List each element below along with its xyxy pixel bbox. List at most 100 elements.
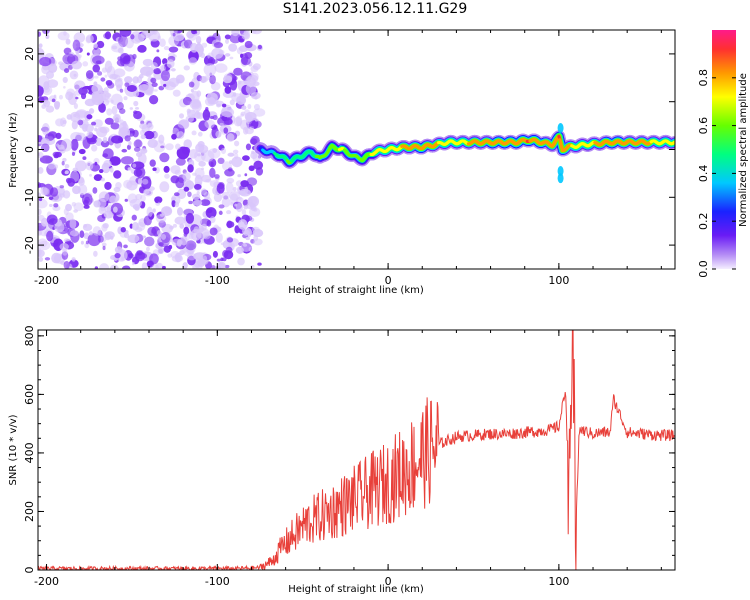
noise-blob — [111, 135, 123, 144]
noise-blob — [172, 223, 177, 228]
snr-series-line — [38, 330, 675, 570]
noise-blob — [201, 174, 212, 183]
noise-blob — [79, 230, 85, 238]
noise-blob — [146, 206, 153, 218]
noise-blob — [200, 52, 206, 59]
noise-blob — [253, 108, 266, 117]
noise-blob — [236, 47, 243, 55]
noise-blob — [175, 157, 186, 166]
noise-blob — [62, 157, 67, 162]
noise-blob — [192, 172, 197, 176]
noise-blob — [67, 178, 76, 187]
noise-blob — [86, 114, 93, 120]
noise-blob — [62, 119, 67, 124]
noise-blob — [143, 215, 152, 226]
noise-blob — [113, 68, 126, 78]
noise-blob — [175, 143, 181, 150]
noise-blob — [148, 30, 161, 42]
noise-blob — [253, 160, 264, 170]
noise-blob — [204, 119, 215, 129]
noise-blob — [175, 177, 185, 189]
noise-blob — [82, 61, 89, 67]
noise-blob — [104, 232, 112, 241]
noise-blob — [197, 46, 205, 53]
noise-blob — [171, 196, 177, 201]
noise-blob — [221, 103, 227, 108]
noise-blob — [215, 130, 222, 138]
noise-blob — [234, 225, 240, 234]
noise-blob — [192, 199, 203, 206]
noise-blob — [85, 34, 94, 43]
noise-blob — [234, 152, 239, 160]
noise-blob — [98, 263, 110, 269]
noise-blob — [103, 87, 109, 94]
noise-blob — [245, 82, 257, 95]
noise-blob — [248, 165, 255, 172]
colorbar: 0.0 0.2 0.4 0.6 0.8 Normalized spectral ampl… — [697, 30, 749, 278]
noise-blob — [75, 132, 86, 142]
noise-blob — [206, 220, 212, 227]
noise-blob — [212, 148, 218, 154]
noise-blob — [130, 34, 135, 40]
noise-blob — [70, 138, 79, 151]
noise-blob — [38, 230, 43, 236]
noise-blob — [54, 100, 61, 106]
noise-blob — [213, 192, 223, 203]
noise-blob — [229, 33, 242, 44]
noise-blob — [171, 199, 176, 208]
noise-blob — [171, 133, 177, 140]
noise-blob — [88, 108, 95, 114]
noise-blob — [185, 212, 195, 224]
noise-blob — [58, 61, 64, 66]
noise-blob — [190, 42, 199, 53]
noise-blob — [151, 264, 160, 269]
noise-blob — [93, 200, 101, 208]
noise-blob — [123, 96, 128, 101]
noise-blob — [176, 239, 182, 247]
noise-blob — [189, 99, 202, 110]
noise-blob — [153, 67, 162, 75]
snr-ytick-label: 200 — [23, 501, 36, 522]
noise-blob — [170, 165, 181, 174]
noise-blob — [142, 235, 146, 239]
colorbar-label: Normalized spectral amplitude — [738, 73, 749, 227]
noise-blob — [237, 174, 242, 178]
noise-blob — [252, 63, 261, 70]
noise-blob — [140, 148, 148, 154]
noise-blob — [38, 256, 44, 262]
noise-blob — [103, 32, 110, 39]
noise-blob — [198, 161, 206, 167]
noise-blob — [104, 181, 112, 190]
noise-blob — [172, 33, 185, 42]
noise-blob — [242, 243, 248, 247]
snr-ytick-label: 600 — [23, 384, 36, 405]
noise-blob — [93, 250, 98, 257]
noise-blob — [226, 210, 232, 215]
heatmap-xtick-label: -200 — [34, 274, 59, 287]
noise-blob — [89, 231, 93, 236]
noise-blob — [200, 76, 208, 83]
noise-blob — [38, 182, 42, 189]
noise-blob — [157, 246, 165, 255]
noise-blob — [187, 252, 197, 261]
noise-blob — [235, 202, 243, 213]
noise-blob — [163, 46, 170, 51]
snr-xlabel: Height of straight line (km) — [288, 584, 424, 595]
noise-blob — [126, 144, 131, 150]
noise-blob — [213, 42, 224, 49]
snr-panel: -200 -100 0 100 0 200 400 600 800 Height of stra… — [8, 325, 676, 595]
noise-blob — [218, 210, 223, 216]
noise-blob — [129, 107, 134, 110]
noise-blob — [222, 249, 229, 258]
noise-blob — [64, 163, 70, 169]
colorbar-ticks: 0.0 0.2 0.4 0.6 0.8 — [697, 69, 736, 278]
noise-blob — [133, 168, 143, 177]
noise-blob — [141, 178, 149, 185]
noise-blob — [215, 232, 223, 244]
noise-blob — [242, 126, 249, 135]
noise-blob — [223, 75, 233, 84]
noise-blob — [57, 187, 65, 196]
noise-blob — [100, 77, 106, 82]
noise-blob — [152, 208, 156, 213]
heatmap-ytick-label: 0 — [23, 146, 36, 153]
